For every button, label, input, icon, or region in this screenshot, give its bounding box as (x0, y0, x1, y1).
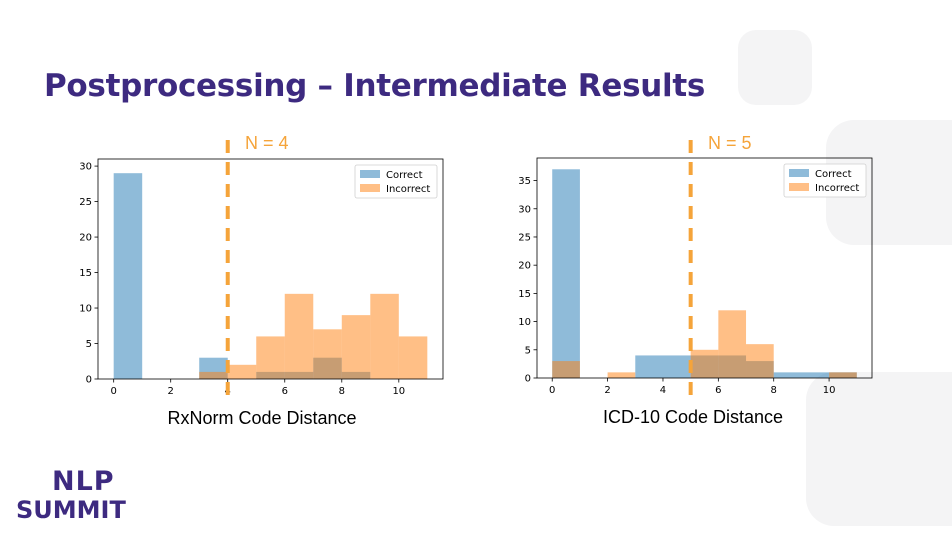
y-tick-label-7: 35 (518, 176, 531, 187)
y-tick-label-4: 20 (79, 233, 92, 244)
plot-frame (536, 157, 873, 379)
incorrect-bar-1 (607, 372, 636, 378)
incorrect-bar-6 (370, 293, 399, 379)
x-tick-label-0: 0 (549, 385, 555, 396)
x-tick-label-5: 10 (823, 385, 836, 396)
legend-label-1: Incorrect (815, 183, 859, 194)
correct-bar-1 (635, 355, 691, 378)
slide-title: Postprocessing – Intermediate Results (44, 68, 705, 104)
plot-frame (97, 158, 444, 380)
y-tick-label-1: 5 (525, 345, 531, 356)
x-tick-label-5: 10 (392, 386, 405, 397)
legend-label-1: Incorrect (386, 184, 430, 195)
incorrect-bar-5 (829, 372, 857, 378)
incorrect-bar-2 (690, 349, 719, 378)
x-tick-label-3: 6 (715, 385, 721, 396)
correct-bar-0 (113, 173, 143, 379)
x-axis-label: ICD-10 Code Distance (603, 407, 783, 427)
legend-label-0: Correct (815, 169, 852, 180)
incorrect-bar-1 (227, 364, 257, 379)
correct-bar-0 (552, 169, 580, 378)
legend-swatch-0 (789, 169, 809, 177)
logo-line1: NLP (52, 466, 115, 497)
incorrect-bar-4 (313, 329, 342, 379)
correct-bar-5 (773, 372, 830, 378)
nlp-summit-logo: NLP SUMMIT (16, 466, 128, 526)
incorrect-bar-7 (398, 336, 428, 379)
y-tick-label-4: 20 (518, 261, 531, 272)
legend-swatch-1 (789, 183, 809, 191)
x-tick-label-1: 2 (604, 385, 610, 396)
logo-line2: SUMMIT (16, 496, 126, 524)
threshold-label: N = 4 (245, 133, 289, 153)
legend-label-0: Correct (386, 170, 423, 181)
y-tick-label-2: 10 (518, 317, 531, 328)
incorrect-bar-0 (199, 371, 228, 379)
bg-shape-bottom-right (806, 372, 952, 526)
legend-swatch-0 (360, 170, 380, 178)
x-tick-label-0: 0 (110, 386, 116, 397)
legend-swatch-1 (360, 184, 380, 192)
y-tick-label-3: 15 (79, 268, 92, 279)
x-tick-label-4: 8 (339, 386, 345, 397)
x-tick-label-4: 8 (771, 385, 777, 396)
incorrect-bar-0 (552, 361, 580, 378)
threshold-label: N = 5 (708, 133, 752, 153)
incorrect-bar-3 (284, 293, 314, 379)
y-tick-label-3: 15 (518, 289, 531, 300)
y-tick-label-1: 5 (86, 339, 92, 350)
x-tick-label-2: 4 (660, 385, 666, 396)
incorrect-bar-2 (256, 336, 285, 379)
y-tick-label-0: 0 (86, 375, 92, 386)
x-axis-label: RxNorm Code Distance (167, 408, 356, 428)
x-tick-label-3: 6 (282, 386, 288, 397)
y-tick-label-6: 30 (79, 162, 92, 173)
y-tick-label-5: 25 (79, 197, 92, 208)
incorrect-bar-3 (718, 310, 747, 378)
x-tick-label-1: 2 (168, 386, 174, 397)
incorrect-bar-5 (341, 315, 371, 379)
y-tick-label-2: 10 (79, 304, 92, 315)
bg-shape-small (738, 30, 812, 105)
y-tick-label-5: 25 (518, 232, 531, 243)
y-tick-label-0: 0 (525, 374, 531, 385)
incorrect-bar-4 (746, 344, 774, 378)
y-tick-label-6: 30 (518, 204, 531, 215)
